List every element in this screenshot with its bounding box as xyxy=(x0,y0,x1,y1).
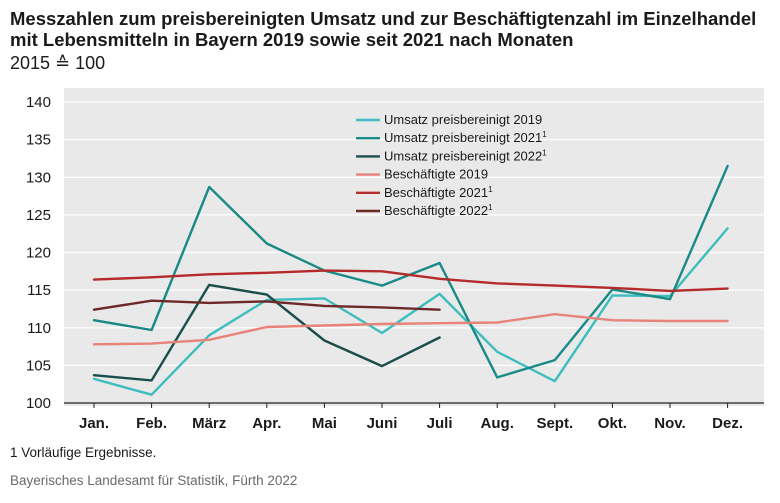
chart-subtitle: 2015 ≙ 100 xyxy=(10,53,106,73)
y-tick-label: 135 xyxy=(26,132,51,149)
y-tick-label: 140 xyxy=(26,94,51,111)
legend-label: Beschäftigte 20211 xyxy=(384,185,493,200)
y-tick-label: 130 xyxy=(26,169,51,186)
x-tick-label: Okt. xyxy=(598,415,627,432)
y-tick-label: 115 xyxy=(27,282,51,299)
line-chart: 100 105 110 115 120 125 130 135 140 Jan. Feb. März… xyxy=(26,88,764,432)
legend-label: Umsatz preisbereinigt 20221 xyxy=(384,148,547,163)
series-line xyxy=(92,269,729,293)
plot-area xyxy=(64,88,764,406)
legend-label: Umsatz preisbereinigt 20211 xyxy=(384,130,547,145)
series-line xyxy=(92,227,729,396)
x-tick-label: Feb. xyxy=(136,415,167,432)
x-tick-label: Jan. xyxy=(79,415,109,432)
chart-title: Messzahlen zum preisbereinigten Umsatz u… xyxy=(10,8,757,50)
x-tick-label: Juni xyxy=(367,415,398,432)
x-tick-label: Apr. xyxy=(252,415,281,432)
x-tick-label: Juli xyxy=(427,415,453,432)
legend-label: Umsatz preisbereinigt 2019 xyxy=(384,112,542,127)
y-tick-label: 125 xyxy=(26,207,51,224)
legend: Umsatz preisbereinigt 2019 Umsatz preisbe… xyxy=(356,112,547,218)
x-tick-label: Mai xyxy=(312,415,337,432)
legend-label: Beschäftigte 20221 xyxy=(384,203,493,218)
y-tick-label: 120 xyxy=(26,245,51,262)
series-line xyxy=(92,299,441,311)
footnote: 1 Vorläufige Ergebnisse. xyxy=(10,445,157,460)
series-lines xyxy=(92,164,729,396)
x-tick-label: Dez. xyxy=(712,415,743,432)
x-tick-label: Nov. xyxy=(654,415,685,432)
source-note: Bayerisches Landesamt für Statistik, Für… xyxy=(10,473,298,488)
y-tick-label: 100 xyxy=(26,395,51,412)
y-axis: 100 105 110 115 120 125 130 135 140 xyxy=(26,94,51,412)
x-axis: Jan. Feb. März Apr. Mai Juni Juli Aug. Sept. Okt.… xyxy=(79,403,743,432)
grid-lines xyxy=(64,101,764,404)
legend-label: Beschäftigte 2019 xyxy=(384,167,488,182)
x-tick-label: Aug. xyxy=(481,415,514,432)
series-line xyxy=(92,313,729,346)
y-tick-label: 105 xyxy=(26,357,51,374)
x-tick-label: Sept. xyxy=(536,415,573,432)
series-line xyxy=(92,283,441,382)
y-tick-label: 110 xyxy=(27,320,51,337)
x-tick-label: März xyxy=(192,415,226,432)
